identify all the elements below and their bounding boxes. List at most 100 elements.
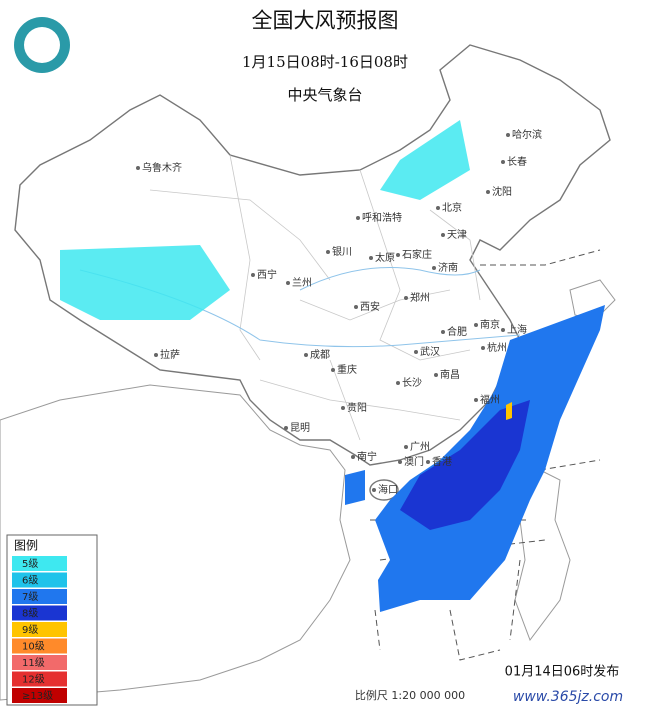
legend-label: 10级 — [22, 641, 45, 653]
legend-swatch — [12, 671, 67, 687]
city-dot — [154, 353, 158, 357]
city-label: 南宁 — [357, 450, 377, 463]
philippines — [514, 469, 571, 642]
city-dot — [501, 160, 505, 164]
legend-swatch — [12, 572, 67, 588]
issuer: 中央气象台 — [287, 86, 362, 104]
city-dot — [432, 266, 436, 270]
legend-swatch — [12, 605, 67, 621]
wind-area — [380, 120, 470, 200]
city-dot — [501, 328, 505, 332]
legend: 图例 5级 6级 7级 8级 9级 10级 11级 12级 ≥13级 — [6, 534, 98, 706]
wind-area — [506, 402, 512, 420]
issued-time: 01月14日06时发布 — [505, 664, 620, 680]
city-label: 兰州 — [292, 276, 312, 289]
wind-area — [60, 245, 230, 320]
logo-inner — [24, 27, 60, 63]
city-label: 海口 — [378, 483, 398, 496]
title: 全国大风预报图 — [252, 9, 399, 33]
city-label: 成都 — [310, 349, 330, 361]
city-label: 上海 — [507, 323, 527, 336]
legend-label: 7级 — [22, 591, 38, 603]
legend-title: 图例 — [14, 539, 38, 553]
city-label: 长沙 — [402, 377, 422, 389]
city-label: 贵阳 — [347, 401, 367, 414]
city-dot — [286, 281, 290, 285]
city-label: 武汉 — [420, 345, 440, 358]
legend-swatch — [12, 638, 67, 654]
city-label: 沈阳 — [492, 185, 512, 198]
legend-label: 8级 — [22, 608, 38, 620]
city-dot — [404, 445, 408, 449]
city-dot — [441, 330, 445, 334]
city-dot — [341, 406, 345, 410]
legend-swatch — [12, 556, 67, 571]
city-label: 西宁 — [257, 268, 277, 281]
wind-area — [345, 470, 365, 505]
city-dot — [304, 353, 308, 357]
city-dot — [396, 381, 400, 385]
city-dot — [436, 206, 440, 210]
city-label: 拉萨 — [160, 348, 180, 361]
city-dot — [441, 233, 445, 237]
city-label: 南昌 — [440, 368, 460, 381]
city-label: 重庆 — [337, 363, 357, 376]
city-label: 合肥 — [447, 325, 467, 338]
period: 1月15日08时-16日08时 — [242, 53, 408, 71]
city-label: 昆明 — [290, 422, 310, 434]
city-label: 天津 — [447, 229, 467, 241]
city-label: 澳门 — [404, 455, 424, 468]
city-dot — [398, 460, 402, 464]
city-dot — [354, 305, 358, 309]
province-borders — [149, 154, 481, 441]
legend-label: 9级 — [22, 624, 38, 636]
city-label: 郑州 — [410, 291, 430, 304]
city-label: 石家庄 — [402, 248, 432, 261]
wind-area — [400, 400, 530, 530]
city-dot — [486, 190, 490, 194]
city-dot — [251, 273, 255, 277]
city-dot — [506, 133, 510, 137]
city-label: 北京 — [442, 201, 462, 214]
legend-label: 6级 — [22, 575, 38, 587]
scale: 比例尺 1:20 000 000 — [355, 688, 465, 702]
city-dot — [136, 166, 140, 170]
city-dot — [351, 455, 355, 459]
city-label: 广州 — [410, 441, 430, 453]
legend-label: 5级 — [22, 558, 38, 570]
legend-swatch — [12, 589, 67, 604]
city-label: 太原 — [375, 251, 395, 264]
city-label: 哈尔滨 — [512, 128, 542, 141]
city-label: 南京 — [480, 318, 500, 331]
city-dot — [369, 256, 373, 260]
city-dot — [326, 250, 330, 254]
city-dot — [404, 296, 408, 300]
city-dot — [396, 253, 400, 257]
city-label: 西安 — [360, 300, 380, 313]
city-dot — [414, 350, 418, 354]
city-dot — [474, 398, 478, 402]
legend-swatch — [12, 655, 67, 670]
city-label: 银川 — [332, 245, 352, 258]
city-dot — [284, 426, 288, 430]
city-dot — [474, 323, 478, 327]
city-label: 香港 — [432, 456, 452, 468]
city-label: 乌鲁木齐 — [142, 161, 182, 174]
city-dot — [356, 216, 360, 220]
city-dot — [434, 373, 438, 377]
legend-swatch — [12, 622, 67, 637]
legend-swatch — [12, 688, 67, 703]
city-label: 长春 — [507, 156, 527, 168]
city-label: 济南 — [438, 261, 458, 274]
legend-label: 12级 — [22, 674, 45, 686]
city-label: 呼和浩特 — [362, 212, 402, 224]
city-dot — [331, 368, 335, 372]
city-label: 杭州 — [487, 341, 507, 354]
legend-label: ≥13级 — [22, 690, 53, 702]
city-dot — [481, 346, 485, 350]
hainan — [369, 479, 399, 501]
watermark: www.365jz.com — [513, 689, 623, 705]
legend-label: 11级 — [22, 657, 45, 669]
